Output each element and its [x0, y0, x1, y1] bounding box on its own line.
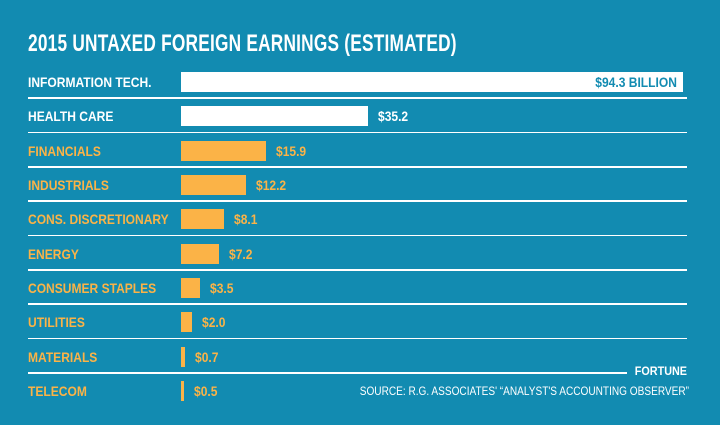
- brand-credit: FORTUNE: [634, 364, 687, 378]
- row-divider: [28, 200, 687, 202]
- data-label: $7.2: [229, 245, 253, 262]
- bar: [181, 381, 184, 402]
- bar: [181, 243, 220, 264]
- data-label: $12.2: [255, 177, 287, 194]
- row-divider: [28, 303, 687, 305]
- bar: [181, 140, 266, 161]
- category-label: ENERGY: [28, 245, 79, 262]
- bar: [181, 72, 683, 92]
- category-label: INFORMATION TECH.: [28, 74, 152, 90]
- category-label: INDUSTRIALS: [28, 177, 109, 194]
- row-divider: [28, 234, 687, 237]
- data-label: $3.5: [209, 280, 234, 297]
- row-divider: [28, 166, 687, 168]
- data-label: $15.9: [275, 142, 306, 159]
- category-label: HEALTH CARE: [28, 108, 114, 125]
- bar: [181, 278, 200, 299]
- category-label: MATERIALS: [28, 348, 98, 365]
- chart-title: 2015 UNTAXED FOREIGN EARNINGS (ESTIMATED…: [28, 30, 457, 57]
- bar: [181, 346, 185, 367]
- source-note: SOURCE: R.G. ASSOCIATES' “ANALYST'S ACCO…: [359, 384, 689, 398]
- category-label: CONSUMER STAPLES: [28, 280, 157, 297]
- bar: [181, 209, 225, 230]
- data-label: $94.3 BILLION: [595, 74, 677, 90]
- data-label: $35.2: [378, 108, 409, 125]
- row-divider: [28, 269, 687, 271]
- bar: [181, 312, 192, 333]
- bar: [181, 106, 369, 127]
- category-label: FINANCIALS: [28, 142, 101, 159]
- row-divider: [28, 131, 687, 134]
- data-label: $0.7: [194, 348, 219, 365]
- category-label: TELECOM: [28, 383, 87, 400]
- row-divider: [28, 97, 687, 99]
- category-label: CONS. DISCRETIONARY: [28, 211, 169, 228]
- data-label: $0.5: [194, 383, 218, 400]
- data-label: $8.1: [234, 211, 258, 228]
- category-label: UTILITIES: [28, 314, 85, 331]
- bar: [181, 175, 246, 196]
- row-divider: [28, 337, 687, 340]
- row-divider: [28, 372, 627, 374]
- data-label: $2.0: [201, 314, 226, 331]
